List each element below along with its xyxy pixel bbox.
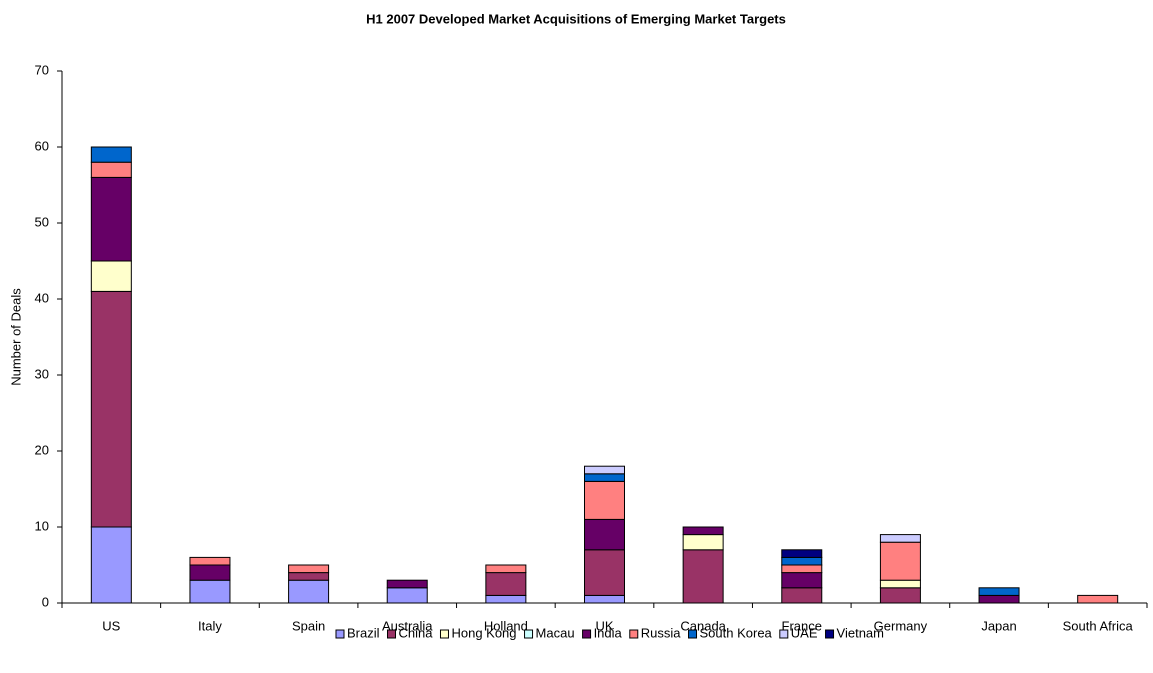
bar-segment <box>485 564 527 574</box>
bar-segment <box>781 549 823 558</box>
bar-segment <box>90 176 132 262</box>
bar-segment <box>584 549 625 596</box>
bar-segment <box>978 587 1020 596</box>
bar-segment <box>584 465 625 475</box>
bar-segment <box>485 594 527 604</box>
bar-segment <box>485 572 527 596</box>
bar-segment <box>879 541 921 581</box>
y-tick-label: 20 <box>35 442 49 457</box>
legend-swatch <box>825 629 835 639</box>
y-axis-title: Number of Deals <box>8 288 23 386</box>
legend-swatch <box>779 629 789 639</box>
legend-label: UAE <box>791 625 818 640</box>
bar-segment <box>288 564 330 574</box>
legend-label: Vietnam <box>837 625 884 640</box>
bar-segment <box>90 290 132 528</box>
legend-swatch <box>688 629 698 639</box>
x-tick-label: South Africa <box>1063 618 1134 633</box>
bar-segment <box>584 518 625 551</box>
bar-segment <box>978 594 1020 604</box>
legend-label: China <box>399 625 434 640</box>
y-tick-label: 60 <box>35 138 49 153</box>
bar-segment <box>90 161 132 178</box>
legend-label: South Korea <box>700 625 773 640</box>
bar-segment <box>189 564 231 581</box>
y-tick-label: 40 <box>35 290 49 305</box>
bar-segment <box>781 572 823 589</box>
bar-segment <box>584 480 625 520</box>
y-tick-label: 0 <box>42 594 49 609</box>
bar-segment <box>584 594 625 604</box>
bar-segment <box>288 572 330 581</box>
legend-label: Macau <box>536 625 575 640</box>
legend-label: Russia <box>641 625 682 640</box>
y-tick-label: 70 <box>35 62 49 77</box>
bar-segment <box>682 526 724 536</box>
x-tick-label: Japan <box>981 618 1016 633</box>
legend-swatch <box>439 629 449 639</box>
y-tick-label: 10 <box>35 518 49 533</box>
x-tick-label: Holland <box>484 618 528 633</box>
x-tick-label: Germany <box>874 618 928 633</box>
bar-segment <box>682 549 724 604</box>
bar-segment <box>1077 594 1119 604</box>
bar-segment <box>879 534 921 543</box>
legend-swatch <box>629 629 639 639</box>
bar-segment <box>288 579 330 604</box>
chart-title: H1 2007 Developed Market Acquisitions of… <box>366 11 786 26</box>
x-tick-label: US <box>102 618 120 633</box>
bar-segment <box>90 260 132 292</box>
bar-segment <box>584 473 625 482</box>
bar-segment <box>682 534 724 551</box>
bar-segment <box>879 587 921 604</box>
bar-segment <box>189 579 231 604</box>
bar-segment <box>386 579 428 589</box>
bar-segment <box>781 556 823 566</box>
x-tick-label: Spain <box>292 618 325 633</box>
y-tick-label: 30 <box>35 366 49 381</box>
legend-swatch <box>387 629 397 639</box>
bar-segment <box>386 587 428 604</box>
x-tick-label: Italy <box>198 618 222 633</box>
x-tick-label: UK <box>595 618 613 633</box>
bar-segment <box>879 579 921 589</box>
legend-label: Hong Kong <box>451 625 516 640</box>
legend-swatch <box>524 629 534 639</box>
legend-swatch <box>335 629 345 639</box>
bar-segment <box>781 587 823 604</box>
legend-label: Brazil <box>347 625 380 640</box>
x-tick-label: France <box>782 618 822 633</box>
legend-swatch <box>582 629 592 639</box>
bar-segment <box>189 556 231 566</box>
bar-segment <box>90 146 132 163</box>
bar-segment <box>90 526 132 604</box>
y-tick-label: 50 <box>35 214 49 229</box>
bar-segment <box>781 564 823 574</box>
legend-label: India <box>594 625 623 640</box>
